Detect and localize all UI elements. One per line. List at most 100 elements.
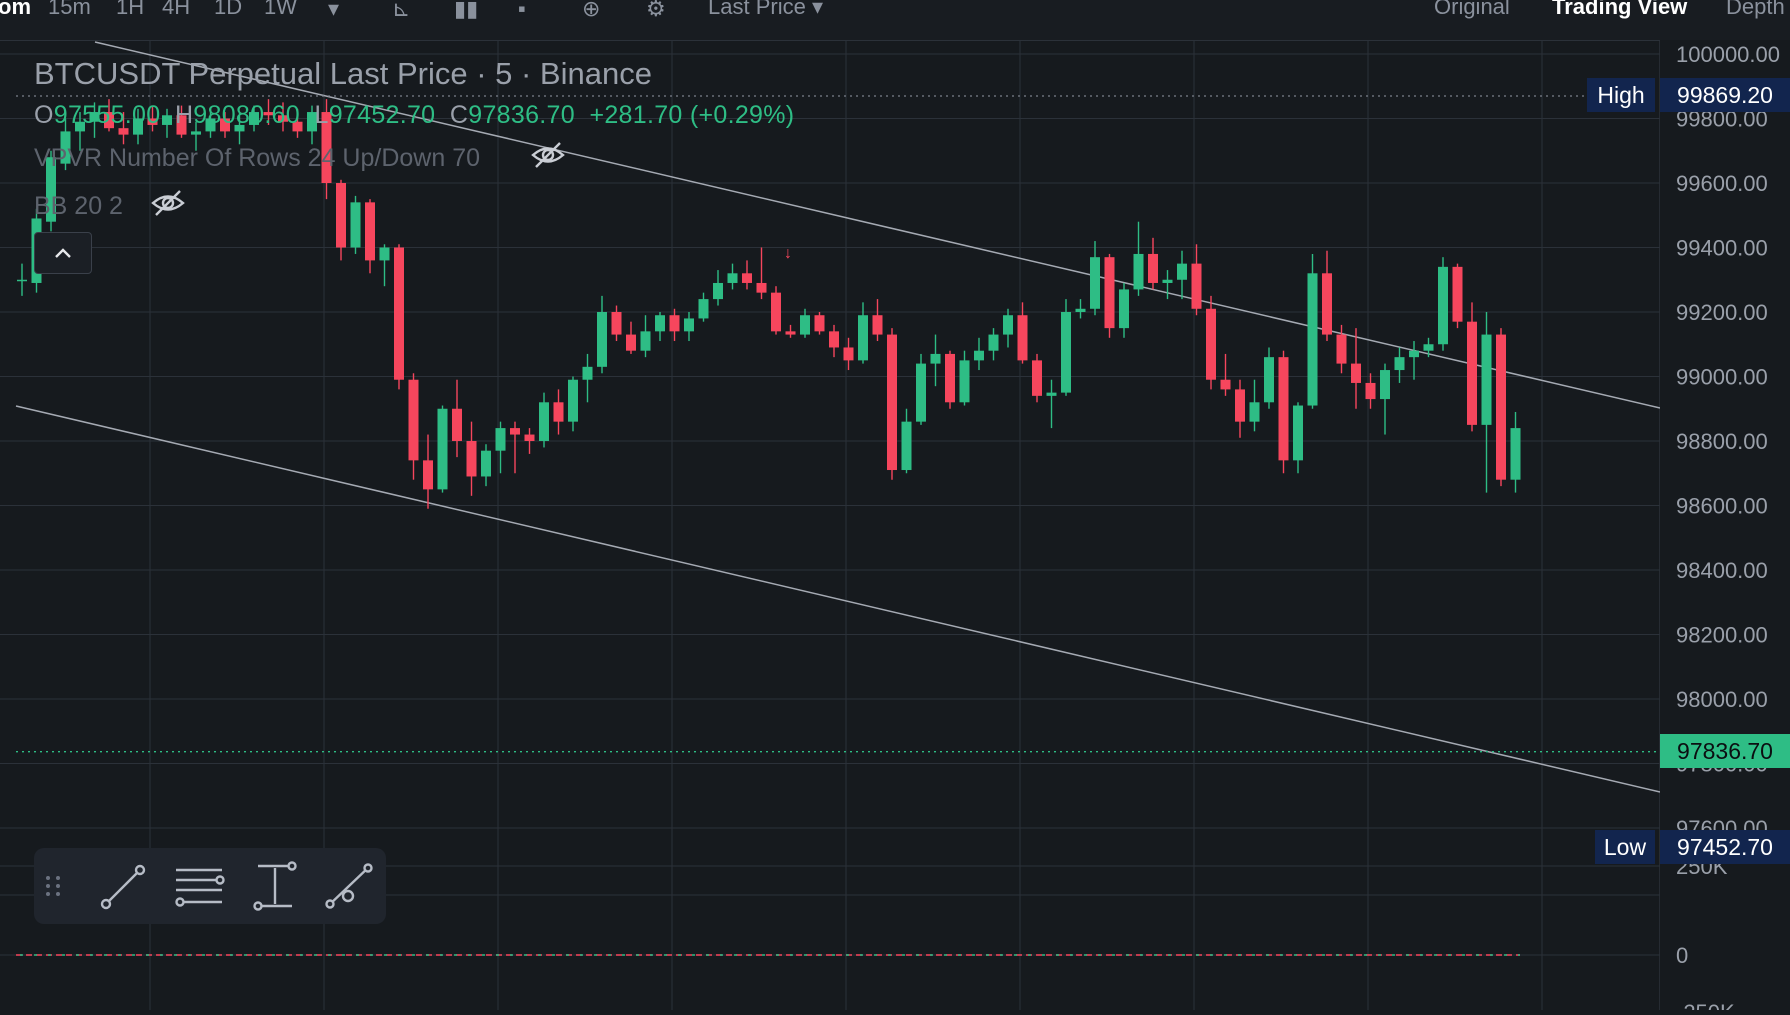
candle-body: [307, 112, 317, 132]
candle-body: [1438, 266, 1448, 345]
add-icon[interactable]: ⊕: [582, 0, 601, 21]
candle-body: [162, 115, 172, 125]
candle-body: [539, 402, 549, 441]
save-layout-icon[interactable]: ▪: [518, 0, 526, 21]
candle-body: [234, 124, 245, 132]
candle-body: [1264, 357, 1274, 403]
candle-body: [611, 312, 622, 335]
low-tag-label: Low: [1595, 830, 1655, 864]
candle-body: [1423, 344, 1434, 351]
price-type-label: Last Price: [708, 0, 806, 19]
candle-body: [916, 363, 926, 422]
measure-line-icon[interactable]: [320, 858, 380, 914]
indicators-icon[interactable]: ▮▮: [454, 0, 479, 21]
candle-body: [626, 334, 636, 351]
candle-body: [582, 366, 593, 380]
candle-body: [887, 334, 897, 471]
hide-indicator-eye-icon[interactable]: [530, 140, 566, 170]
collapse-legend-button[interactable]: [34, 232, 92, 274]
candle-body: [1104, 257, 1115, 329]
candle-body: [1017, 315, 1028, 361]
indicator-vpvr-label[interactable]: VPVR Number Of Rows 24 Up/Down 70: [34, 144, 481, 172]
trend-line-upper: [94, 41, 1661, 409]
candle-body: [437, 408, 448, 490]
candle-body: [959, 360, 970, 403]
interval-1h[interactable]: 1H: [116, 0, 145, 19]
high-tag-label: High: [1587, 78, 1655, 112]
settings-gear-icon[interactable]: ⚙: [646, 0, 666, 21]
candle-body: [713, 282, 723, 300]
candle-body: [901, 421, 912, 471]
candle-body: [568, 379, 578, 422]
candle-body: [684, 318, 694, 332]
interval-dropdown-icon[interactable]: ▾: [328, 0, 340, 21]
candle-body: [1322, 273, 1332, 335]
candle-body: [1293, 405, 1303, 461]
candle-body: [466, 441, 477, 477]
hide-bb-eye-icon[interactable]: [150, 188, 186, 218]
high-label: H: [174, 101, 194, 129]
candle-body: [1249, 402, 1260, 422]
candle-body: [655, 315, 665, 332]
candle-body: [60, 131, 71, 164]
price-tick-label: 99600.00: [1676, 171, 1768, 196]
candle-body: [176, 115, 187, 135]
candle-body: [1191, 263, 1202, 309]
candle-body: [930, 353, 941, 364]
open-value: 97555.00: [53, 101, 161, 129]
candle-body: [321, 112, 332, 183]
candle-body: [1148, 253, 1158, 283]
candle-body: [1394, 357, 1405, 371]
chart-type-icon[interactable]: ⊾: [392, 0, 411, 21]
candle-body: [147, 118, 158, 125]
candle-body: [1162, 279, 1173, 283]
volume-tick-label: 0: [1676, 943, 1688, 968]
candle-body: [89, 112, 100, 122]
candle-body: [365, 202, 375, 261]
candle-body: [858, 315, 868, 361]
interval-1w[interactable]: 1W: [264, 0, 297, 19]
price-tick-label: 100000.00: [1676, 42, 1780, 67]
interval-1d[interactable]: 1D: [214, 0, 243, 19]
candle-body: [669, 315, 680, 332]
candle-body: [510, 428, 520, 435]
trend-line-lower: [15, 405, 1661, 793]
candle-body: [394, 247, 404, 380]
interval-15m[interactable]: 15m: [48, 0, 91, 19]
view-depth-tab[interactable]: Depth: [1726, 0, 1785, 19]
candle-body: [17, 279, 27, 282]
indicator-bb-label[interactable]: BB 20 2: [34, 192, 123, 220]
interval-5m[interactable]: om: [0, 0, 31, 19]
candle-body: [945, 353, 955, 403]
candle-body: [75, 121, 85, 132]
candle-body: [1510, 428, 1521, 480]
price-tick-label: 98600.00: [1676, 494, 1768, 519]
candle-body: [1307, 273, 1318, 406]
candle-body: [1467, 321, 1477, 425]
drag-handle-icon[interactable]: [38, 858, 68, 914]
candle-body: [814, 315, 825, 332]
candle-body: [1365, 382, 1376, 400]
candle-body: [350, 202, 361, 248]
candle-body: [220, 118, 230, 132]
chevron-up-icon: [55, 248, 71, 258]
chart-legend-title: BTCUSDT Perpetual Last Price · 5 · Binan…: [34, 56, 652, 91]
price-range-icon[interactable]: [246, 858, 306, 914]
candle-body: [727, 273, 738, 283]
drawing-toolbar: [34, 848, 386, 924]
candle-body: [1090, 257, 1100, 309]
candle-body: [1075, 308, 1086, 312]
horizontal-lines-icon[interactable]: [170, 858, 230, 914]
interval-4h[interactable]: 4H: [162, 0, 191, 19]
candle-body: [1032, 360, 1042, 396]
candle-body: [133, 118, 143, 135]
candle-body: [771, 292, 781, 332]
view-trading-view-tab[interactable]: Trading View: [1552, 0, 1688, 19]
low-tag-value: 97452.70: [1660, 830, 1790, 864]
candle-body: [408, 379, 419, 461]
trend-line-icon[interactable]: [94, 858, 154, 914]
candle-body: [800, 315, 810, 335]
price-type-select[interactable]: Last Price ▾: [708, 0, 823, 20]
view-original-tab[interactable]: Original: [1434, 0, 1510, 19]
price-tick-label: 99200.00: [1676, 300, 1768, 325]
